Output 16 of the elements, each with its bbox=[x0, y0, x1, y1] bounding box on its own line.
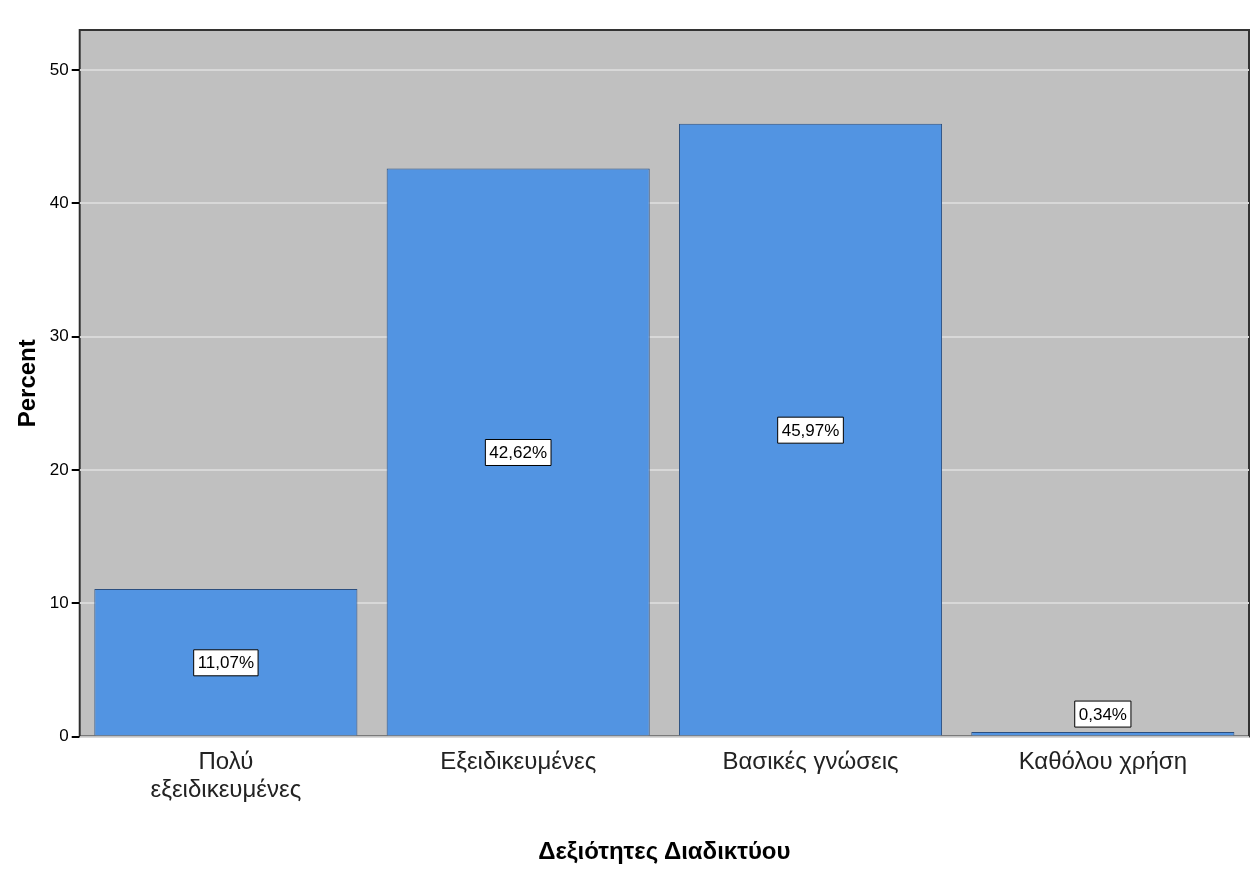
y-tick-label: 40 bbox=[49, 193, 69, 212]
data-label: 11,07% bbox=[197, 653, 255, 673]
y-tick-label: 0 bbox=[59, 726, 69, 746]
y-tick-label: 20 bbox=[49, 459, 69, 479]
data-label: 45,97% bbox=[781, 420, 840, 440]
data-label: 0,34% bbox=[1078, 704, 1127, 724]
y-tick-label: 10 bbox=[49, 592, 69, 612]
x-tick-label: Βασικές γνώσεις bbox=[722, 746, 899, 774]
data-label: 42,62% bbox=[489, 443, 548, 463]
y-axis-title: Percent bbox=[13, 339, 41, 428]
y-tick-label: 30 bbox=[49, 326, 69, 346]
x-tick-label: Καθόλου χρήση bbox=[1018, 746, 1188, 774]
y-tick-label: 50 bbox=[49, 59, 69, 79]
x-tick-label: Πολύ εξειδικευμένες bbox=[150, 746, 302, 803]
x-tick-label: Εξειδικευμένες bbox=[440, 746, 597, 774]
x-axis-title: Δεξιότητες Διαδικτύου bbox=[538, 837, 791, 865]
